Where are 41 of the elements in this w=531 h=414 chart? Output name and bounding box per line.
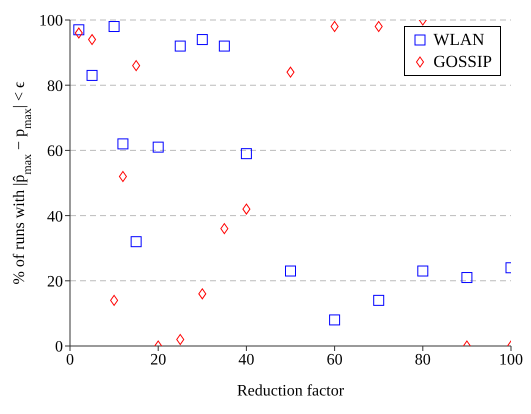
point: [330, 21, 339, 32]
point: [461, 272, 472, 284]
point: [373, 294, 384, 306]
point: [88, 34, 96, 46]
point: [118, 170, 127, 182]
point: [417, 266, 428, 277]
point: [196, 34, 208, 46]
point: [152, 142, 164, 153]
point: [108, 21, 120, 32]
point: [329, 314, 340, 326]
y-tick-label: 100: [39, 12, 63, 30]
point: [242, 204, 250, 215]
point: [220, 223, 228, 234]
point: [285, 266, 296, 277]
x-tick-label: 80: [414, 351, 431, 368]
legend-label: WLAN: [433, 29, 484, 51]
y-tick-label: 80: [47, 78, 63, 95]
x-axis-title: Reduction factor: [236, 382, 345, 400]
x-tick-label: 0: [66, 351, 74, 368]
point: [132, 60, 140, 72]
point: [74, 28, 83, 39]
point: [110, 294, 118, 306]
point: [73, 24, 84, 36]
point: [174, 40, 186, 52]
point: [198, 288, 206, 300]
y-tick-label: 20: [47, 273, 63, 290]
y-tick-label: 40: [47, 208, 63, 226]
point: [130, 236, 142, 248]
x-tick-label: 60: [326, 351, 343, 368]
point: [117, 138, 128, 150]
point: [176, 334, 184, 345]
point: [86, 70, 98, 81]
point: [218, 40, 230, 52]
legend-label: GOSSIP: [433, 51, 492, 73]
x-tick-label: 100: [499, 351, 523, 368]
point: [374, 21, 383, 32]
x-tick-label: 20: [150, 351, 166, 368]
x-tick-label: 40: [238, 351, 254, 368]
point: [240, 148, 252, 160]
y-tick-label: 0: [55, 338, 63, 356]
y-tick-label: 60: [47, 143, 63, 160]
